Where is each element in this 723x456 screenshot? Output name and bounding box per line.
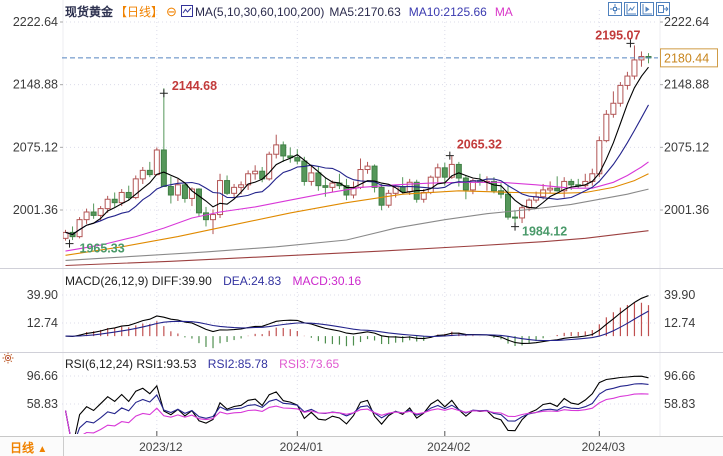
svg-text:2001.36: 2001.36 xyxy=(13,203,58,217)
svg-text:2148.88: 2148.88 xyxy=(664,78,709,92)
annotation-cross xyxy=(159,89,168,98)
annotation-cross xyxy=(65,239,74,248)
rsi3-value: RSI3:73.65 xyxy=(279,356,340,371)
annotation-cross xyxy=(626,39,635,48)
macd-dea-value: DEA:24.83 xyxy=(223,273,282,288)
ma-more-value: MA xyxy=(494,4,513,19)
bottom-bar: 日线 ▲ 2023/12 2024/01 2024/02 2024/03 xyxy=(0,436,723,456)
rsi-header: RSI(6,12,24) RSI1:93.53 RSI2:85.78 RSI3:… xyxy=(65,356,339,371)
main-chart-header: 现货黄金 【日线】 ⊖ MA(5,10,30,60,100,200) MA5:2170.… xyxy=(65,3,513,20)
svg-text:2075.12: 2075.12 xyxy=(13,140,58,154)
rsi2-value: RSI2:85.78 xyxy=(207,356,268,371)
bottom-bar-divider xyxy=(63,437,64,456)
candlestick-series[interactable] xyxy=(63,45,652,241)
svg-text:2222.64: 2222.64 xyxy=(664,15,709,29)
price-annotation: 1965.33 xyxy=(80,242,125,256)
axis-labels: 2222.64 2222.64 2148.88 2148.88 2075.12 2075.… xyxy=(13,15,709,411)
annotation-cross xyxy=(445,151,454,160)
svg-text:96.66: 96.66 xyxy=(664,369,695,383)
svg-text:58.83: 58.83 xyxy=(27,397,58,411)
rsi-params-label: RSI(6,12,24) xyxy=(65,356,134,371)
macd-panel[interactable] xyxy=(65,295,650,349)
macd-header: MACD(26,12,9) DIFF:39.90 DEA:24.83 MACD:… xyxy=(65,273,361,288)
rsi1-value: RSI1:93.53 xyxy=(136,356,197,371)
chart-toolbar xyxy=(608,2,670,16)
price-annotations: 1965.33 2144.68 2065.32 1984.12 2195.07 xyxy=(65,28,640,256)
svg-text:39.90: 39.90 xyxy=(664,288,695,302)
ma-lines xyxy=(65,66,649,267)
timeframe-label: 【日线】 xyxy=(115,5,164,19)
fit-scale-icon[interactable] xyxy=(624,2,638,16)
svg-text:2222.64: 2222.64 xyxy=(13,15,58,29)
svg-text:12.74: 12.74 xyxy=(664,316,695,330)
ma5-value: MA5:2170.63 xyxy=(329,4,401,19)
timeframe-tab-label: 日线 xyxy=(10,441,35,455)
collapse-icon[interactable]: ⊖ xyxy=(166,3,177,19)
macd-params-label: MACD(26,12,9) xyxy=(65,273,149,288)
svg-text:96.66: 96.66 xyxy=(27,369,58,383)
annotation-cross xyxy=(511,222,520,231)
svg-text:2001.36: 2001.36 xyxy=(664,203,709,217)
ma10-value: MA10:2125.66 xyxy=(408,4,487,19)
price-annotation: 1984.12 xyxy=(522,225,567,239)
price-annotation: 2065.32 xyxy=(457,138,502,152)
svg-text:2148.88: 2148.88 xyxy=(13,78,58,92)
month-label: 2023/12 xyxy=(139,440,183,454)
current-price-layer: 2180.44 xyxy=(62,48,718,68)
timeframe-tab[interactable]: 日线 ▲ xyxy=(10,439,47,456)
play-forward-icon[interactable] xyxy=(640,2,654,16)
month-label: 2024/01 xyxy=(279,440,323,454)
month-label: 2024/03 xyxy=(581,440,625,454)
macd-value: MACD:30.16 xyxy=(292,273,362,288)
symbol-name: 现货黄金 xyxy=(65,5,114,19)
price-annotation: 2144.68 xyxy=(172,79,217,93)
price-annotation: 2195.07 xyxy=(595,28,640,42)
ma-params-label: MA(5,10,30,60,100,200) xyxy=(194,4,325,19)
ma-indicator-icon[interactable] xyxy=(180,5,193,20)
crosshair-icon[interactable] xyxy=(608,2,622,16)
svg-text:2075.12: 2075.12 xyxy=(664,140,709,154)
svg-text:39.90: 39.90 xyxy=(27,288,58,302)
indicator-settings-icon[interactable] xyxy=(2,351,14,369)
panel-frame xyxy=(0,0,723,436)
current-price-box xyxy=(660,48,718,68)
rsi-panel[interactable] xyxy=(64,375,649,447)
tab-arrow-icon: ▲ xyxy=(37,444,48,455)
svg-text:58.83: 58.83 xyxy=(664,397,695,411)
grid-lines xyxy=(62,10,658,436)
month-label: 2024/02 xyxy=(427,440,471,454)
macd-diff-value: DIFF:39.90 xyxy=(151,273,212,288)
current-price-label: 2180.44 xyxy=(664,51,709,65)
goto-latest-icon[interactable] xyxy=(656,2,670,16)
svg-text:12.74: 12.74 xyxy=(27,316,58,330)
